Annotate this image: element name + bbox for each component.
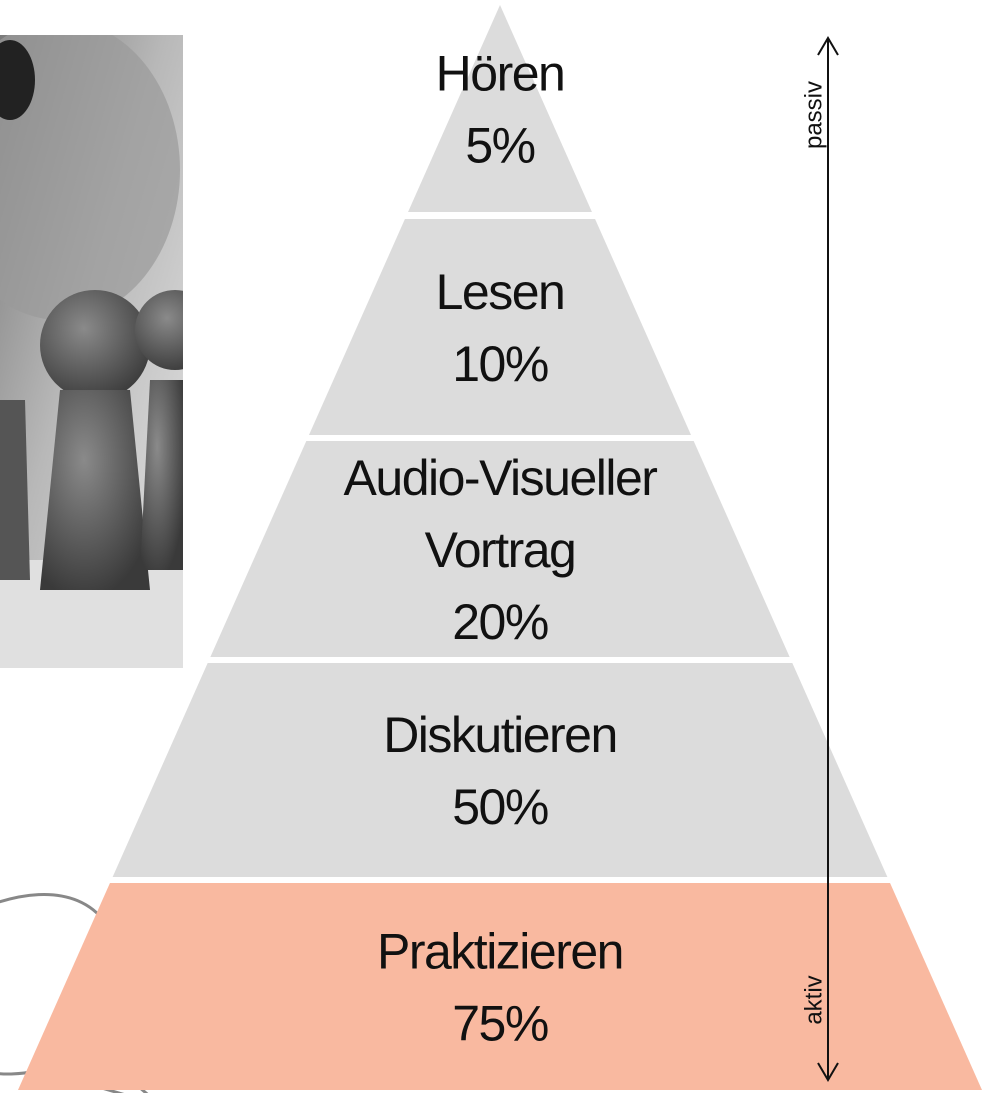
level-label: Vortrag [425,522,576,578]
level-percent: 10% [452,336,548,392]
scale-label-top: passiv [800,81,827,149]
level-label: Diskutieren [383,707,617,763]
pyramid-level [18,883,982,1090]
level-label: Praktizieren [377,924,623,980]
scale-label-bottom: aktiv [800,975,827,1024]
level-label: Hören [436,46,565,102]
photo [0,20,215,668]
level-percent: 50% [452,779,548,835]
level-percent: 75% [452,996,548,1052]
level-percent: 5% [465,118,534,174]
pyramid-level [113,663,888,877]
page: Hören 5% Lesen 10% Audio-Visueller Vortrag 20%… [0,0,987,1093]
pyramid-level [309,219,691,435]
level-label: Lesen [436,264,565,320]
level-percent: 20% [452,594,548,650]
pyramid-level [408,5,592,212]
level-label: Audio-Visueller [344,450,658,506]
